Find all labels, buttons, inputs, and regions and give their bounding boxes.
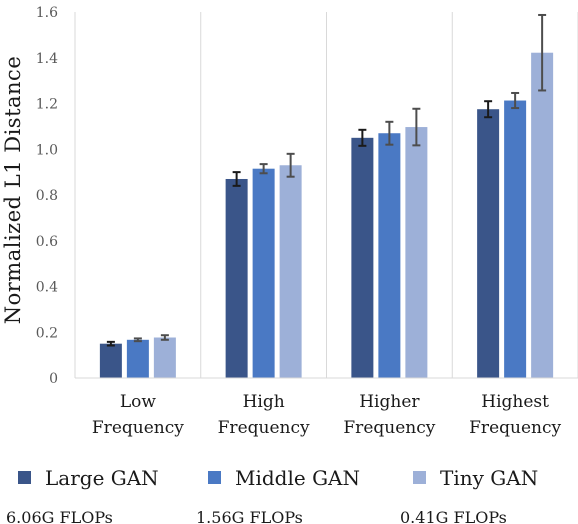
bar bbox=[504, 100, 527, 379]
legend-label: Tiny GAN bbox=[440, 466, 538, 490]
y-axis-tick-labels: 0 0.2 0.4 0.6 0.8 1.0 1.2 1.4 1.6 bbox=[36, 5, 58, 387]
bar bbox=[477, 109, 500, 378]
y-tick-label: 1.2 bbox=[36, 97, 58, 113]
category-label: Frequency bbox=[343, 418, 435, 438]
bar bbox=[225, 178, 248, 378]
category-label: Higher bbox=[359, 392, 420, 412]
y-tick-label: 0.2 bbox=[36, 325, 58, 341]
legend-label: Large GAN bbox=[45, 466, 159, 490]
y-tick-label: 1.4 bbox=[36, 51, 58, 67]
y-tick-label: 0.4 bbox=[36, 280, 58, 296]
bar bbox=[252, 168, 275, 378]
category-label: Frequency bbox=[92, 418, 184, 438]
category-label: Low bbox=[120, 392, 157, 412]
bar-series bbox=[99, 52, 554, 379]
x-axis-category-labels: Low Frequency High Frequency Higher Frequency… bbox=[92, 392, 562, 438]
y-tick-label: 1.6 bbox=[36, 5, 58, 21]
category-label: Frequency bbox=[469, 418, 561, 438]
bar bbox=[531, 52, 554, 378]
bar bbox=[378, 133, 401, 378]
bar bbox=[279, 165, 302, 378]
legend-flops-note: 6.06G FLOPs bbox=[6, 508, 113, 524]
legend: Large GAN Middle GAN Tiny GAN 6.06G FLOPs 1.… bbox=[6, 466, 538, 524]
category-label: Highest bbox=[481, 392, 549, 412]
bar bbox=[153, 337, 176, 378]
legend-swatch bbox=[208, 471, 221, 484]
bar bbox=[126, 339, 149, 378]
y-axis-title: Normalized L1 Distance bbox=[1, 56, 25, 325]
category-label: High bbox=[243, 392, 285, 412]
legend-label: Middle GAN bbox=[235, 466, 360, 490]
y-tick-label: 0.8 bbox=[36, 188, 58, 204]
y-tick-label: 1.0 bbox=[36, 142, 58, 158]
bar bbox=[351, 137, 374, 378]
legend-flops-note: 0.41G FLOPs bbox=[400, 508, 507, 524]
bar bbox=[99, 343, 122, 378]
legend-swatch bbox=[413, 471, 426, 484]
legend-swatch bbox=[18, 471, 31, 484]
legend-flops-note: 1.56G FLOPs bbox=[196, 508, 303, 524]
y-tick-label: 0.6 bbox=[36, 234, 58, 250]
bar bbox=[405, 127, 428, 378]
grid-lines bbox=[74, 12, 578, 378]
category-label: Frequency bbox=[218, 418, 310, 438]
error-bars bbox=[106, 13, 547, 347]
y-tick-label: 0 bbox=[49, 371, 58, 387]
